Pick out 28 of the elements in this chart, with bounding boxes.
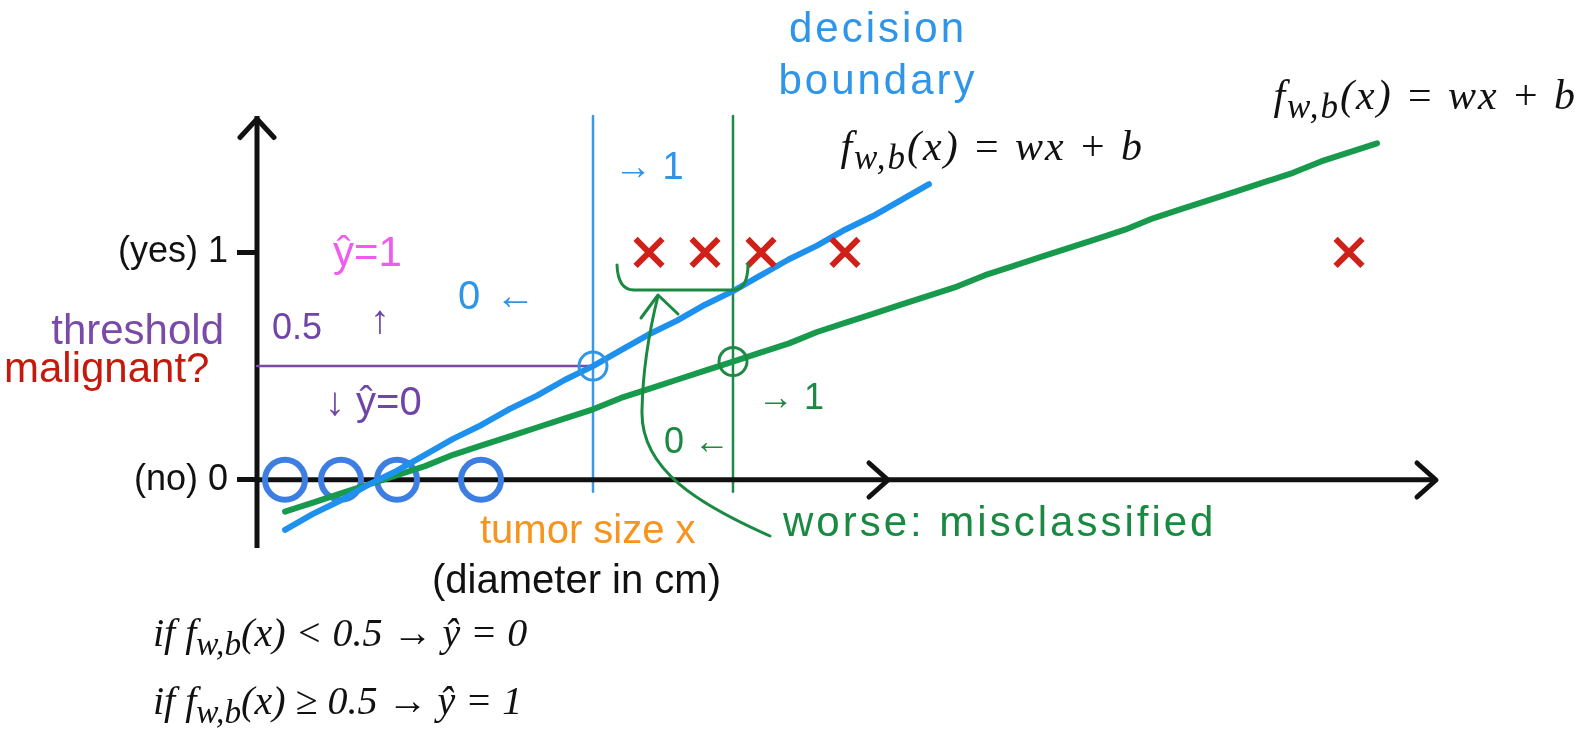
point <box>828 235 862 269</box>
annotation: → 1 <box>614 145 684 189</box>
text: if f$_{w,b}$(x) < 0.5 → ŷ = 0 <box>153 610 528 664</box>
text: decision boundary <box>777 3 979 105</box>
annotation: 0.5 <box>272 306 323 348</box>
text: if f$_{w,b}$(x) ≥ 0.5 → ŷ = 1 <box>153 678 523 732</box>
point <box>744 235 778 269</box>
annotation: 0 ← <box>664 420 731 462</box>
annotation: ↓ ŷ=0 <box>325 378 422 424</box>
text: (diameter in cm) <box>432 556 721 602</box>
series-label: f$_{w,b}$(x) = wx + b <box>840 122 1144 179</box>
point <box>1332 235 1366 269</box>
y-axis-title: malignant? <box>4 344 210 393</box>
annotation: → 1 <box>758 376 825 418</box>
point <box>717 346 749 378</box>
x-axis-title: tumor size x <box>480 506 696 552</box>
series-label: f$_{w,b}$(x) = wx + b <box>1273 71 1577 128</box>
annotation: worse: misclassified <box>783 498 1217 547</box>
y-tick-label: (yes) 1 <box>117 229 228 271</box>
annotation: ŷ=1 <box>333 228 402 277</box>
point <box>262 456 308 503</box>
annotation: 0 ← <box>458 272 538 318</box>
annotation: ↑ <box>370 296 390 342</box>
y-tick-label: (no) 0 <box>133 456 228 498</box>
point <box>632 235 666 269</box>
point <box>577 350 609 382</box>
point <box>458 456 504 503</box>
point <box>688 235 722 269</box>
